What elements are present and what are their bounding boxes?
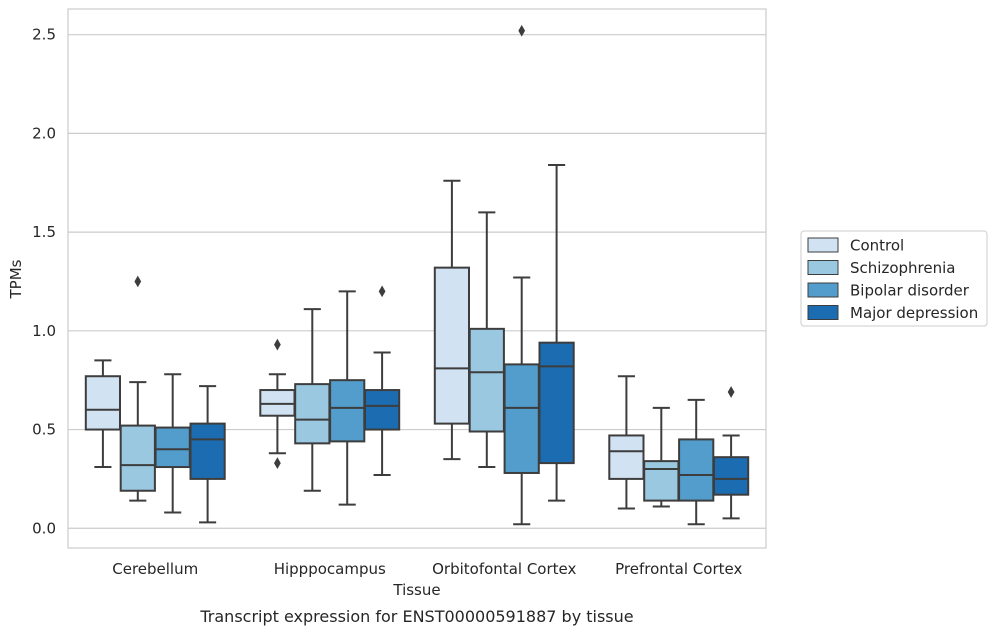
category-group <box>259 285 401 506</box>
legend-swatch <box>807 305 839 320</box>
outlier-point <box>274 338 281 351</box>
box-schizophrenia <box>294 308 331 492</box>
box-schizophrenia <box>468 211 505 469</box>
y-tick-labels: 0.0 0.5 1.0 1.5 2.0 2.5 <box>32 26 56 538</box>
plot-frame <box>67 8 767 549</box>
box-iqr <box>189 422 226 480</box>
box-bipolar-disorder <box>329 290 366 506</box>
box-major-depression <box>712 386 750 520</box>
box-schizophrenia <box>119 275 156 502</box>
y-tick-label: 1.0 <box>32 322 56 340</box>
box-schizophrenia <box>643 406 680 508</box>
box-iqr <box>433 266 471 425</box>
y-tick-label: 2.0 <box>32 124 56 142</box>
box-control <box>84 359 122 469</box>
legend-frame <box>800 230 988 327</box>
legend: Control Schizophrenia Bipolar disorder Majo… <box>800 230 988 327</box>
box-control <box>259 338 296 469</box>
legend-label: Major depression <box>850 304 978 322</box>
chart-caption: Transcript expression for ENST0000059188… <box>199 607 633 626</box>
legend-swatch <box>807 237 839 253</box>
box-iqr <box>468 327 505 433</box>
outlier-point <box>518 24 526 37</box>
category-group <box>433 24 575 526</box>
outlier-point <box>274 457 281 469</box>
x-tick-label: Hipppocampus <box>274 560 386 578</box>
box-iqr <box>503 363 540 474</box>
category-group <box>84 275 226 524</box>
y-tick-label: 0.5 <box>32 421 56 439</box>
x-tick-label: Orbitofontal Cortex <box>432 560 576 578</box>
outlier-point <box>134 275 142 288</box>
outlier-point <box>727 386 735 398</box>
box-bipolar-disorder <box>503 24 540 526</box>
x-tick-label: Prefrontal Cortex <box>615 560 742 578</box>
x-tick-labels: Cerebellum Hipppocampus Orbitofontal Corte… <box>112 560 742 578</box>
box-iqr <box>294 383 331 445</box>
box-iqr <box>329 379 366 443</box>
legend-items: Control Schizophrenia Bipolar disorder Majo… <box>807 237 978 322</box>
y-tick-label: 1.5 <box>32 223 56 241</box>
box-bipolar-disorder <box>678 398 715 526</box>
box-iqr <box>363 389 401 431</box>
legend-label: Bipolar disorder <box>850 282 970 300</box>
box-iqr <box>678 438 715 502</box>
box-iqr <box>154 426 191 469</box>
box-iqr <box>643 460 680 502</box>
legend-label: Control <box>850 237 904 255</box>
box-major-depression <box>189 385 226 524</box>
box-iqr <box>608 434 645 480</box>
box-major-depression <box>538 163 575 502</box>
x-axis-label: Tissue <box>392 581 440 599</box>
box-control <box>608 375 645 510</box>
legend-swatch <box>807 282 839 298</box>
y-axis-label: TPMs <box>7 259 25 299</box>
outlier-point <box>378 285 386 298</box>
box-iqr <box>712 456 750 496</box>
box-iqr <box>119 424 156 492</box>
box-major-depression <box>363 285 401 476</box>
legend-label: Schizophrenia <box>850 259 955 277</box>
y-tick-label: 2.5 <box>32 26 56 44</box>
box-control <box>433 179 471 461</box>
box-groups <box>84 24 750 526</box>
box-bipolar-disorder <box>154 373 191 514</box>
box-iqr <box>538 341 575 465</box>
legend-swatch <box>807 260 839 275</box>
y-tick-label: 0.0 <box>32 519 56 537</box>
category-group <box>608 375 750 526</box>
x-tick-label: Cerebellum <box>112 560 198 578</box>
box-iqr <box>84 375 122 431</box>
